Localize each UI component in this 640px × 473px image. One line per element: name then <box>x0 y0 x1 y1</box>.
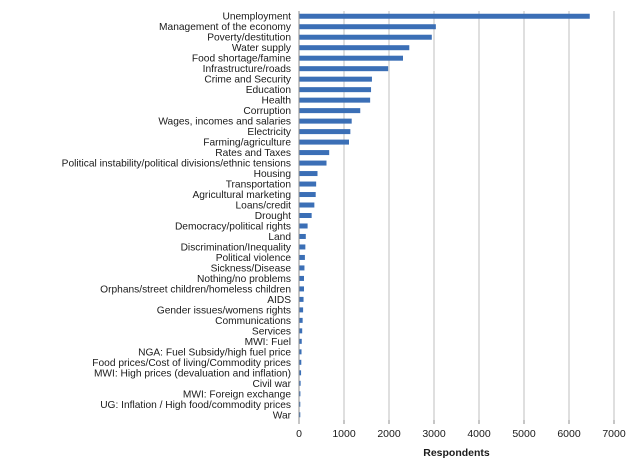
category-label-20: Democracy/political rights <box>175 221 291 232</box>
bar-26 <box>299 286 304 292</box>
bar-14 <box>299 160 327 166</box>
category-label-35: Civil war <box>253 379 292 390</box>
bar-19 <box>299 213 312 218</box>
bar-30 <box>299 328 303 334</box>
bar-0 <box>299 13 590 19</box>
category-label-6: Crime and Security <box>204 75 292 86</box>
category-label-10: Wages, incomes and salaries <box>158 117 291 128</box>
bar-34 <box>299 370 302 376</box>
bar-28 <box>299 307 304 313</box>
x-tick-label-5000: 5000 <box>512 428 536 440</box>
category-label-26: Orphans/street children/homeless childre… <box>100 284 291 295</box>
category-label-13: Rates and Taxes <box>215 148 291 159</box>
bar-7 <box>299 87 372 93</box>
bar-20 <box>299 223 308 229</box>
category-label-16: Transportation <box>226 180 291 191</box>
category-label-11: Electricity <box>247 127 291 138</box>
category-label-37: UG: Inflation / High food/commodity pric… <box>100 400 291 411</box>
category-label-0: Unemployment <box>222 12 291 23</box>
bar-6 <box>299 76 372 82</box>
category-label-12: Farming/agriculture <box>203 138 291 149</box>
category-label-32: NGA: Fuel Subsidy/high fuel price <box>138 347 291 358</box>
category-label-21: Land <box>268 232 291 243</box>
bar-35 <box>299 380 301 386</box>
category-label-15: Housing <box>254 169 292 180</box>
x-tick-label-0: 0 <box>296 428 302 440</box>
category-label-3: Water supply <box>232 43 292 54</box>
bar-22 <box>299 244 306 250</box>
x-tick-label-4000: 4000 <box>467 428 491 440</box>
x-tick-labels: 0 1000 2000 3000 4000 5000 6000 7000 <box>296 428 626 440</box>
bar-38 <box>299 412 301 418</box>
bar-18 <box>299 202 315 208</box>
bar-13 <box>299 150 330 156</box>
bar-3 <box>299 45 410 51</box>
bar-17 <box>299 192 316 198</box>
bar-37 <box>299 401 301 407</box>
category-label-4: Food shortage/famine <box>192 54 291 65</box>
bar-11 <box>299 129 351 135</box>
x-tick-label-3000: 3000 <box>422 428 446 440</box>
category-label-38: War <box>273 410 292 421</box>
category-label-28: Gender issues/womens rights <box>157 305 291 316</box>
bar-24 <box>299 265 305 271</box>
bar-5 <box>299 66 389 72</box>
bar-9 <box>299 108 361 114</box>
bar-29 <box>299 317 303 323</box>
bar-36 <box>299 391 301 397</box>
category-label-30: Services <box>252 326 291 337</box>
category-label-2: Poverty/destitution <box>207 33 291 44</box>
bar-16 <box>299 181 317 187</box>
bar-8 <box>299 97 371 103</box>
bar-23 <box>299 254 305 260</box>
bar-1 <box>299 24 436 30</box>
category-label-22: Discrimination/Inequality <box>181 242 292 253</box>
category-label-23: Political violence <box>216 253 292 264</box>
bar-32 <box>299 349 302 355</box>
category-label-18: Loans/credit <box>236 201 292 212</box>
x-tick-label-2000: 2000 <box>377 428 401 440</box>
category-label-24: Sickness/Disease <box>211 263 292 274</box>
category-label-8: Health <box>262 96 291 107</box>
bar-25 <box>299 275 304 281</box>
bar-21 <box>299 233 306 239</box>
bar-33 <box>299 359 302 365</box>
category-label-17: Agricultural marketing <box>192 190 291 201</box>
category-label-27: AIDS <box>267 295 291 306</box>
bar-27 <box>299 296 304 302</box>
category-label-29: Communications <box>215 316 291 327</box>
bar-31 <box>299 338 302 344</box>
gridlines <box>343 11 615 420</box>
bar-4 <box>299 55 403 61</box>
axes <box>298 11 615 424</box>
x-tick-label-1000: 1000 <box>332 428 356 440</box>
category-label-34: MWI: High prices (devaluation and inflat… <box>94 368 291 379</box>
bars <box>299 13 590 418</box>
category-label-5: Infrastructure/roads <box>203 64 291 75</box>
category-label-36: MWI: Foreign exchange <box>183 389 291 400</box>
x-tick-label-7000: 7000 <box>602 428 626 440</box>
bar-12 <box>299 139 349 145</box>
category-label-9: Corruption <box>243 106 291 117</box>
category-label-1: Management of the economy <box>159 22 292 33</box>
x-axis-title: Respondents <box>423 447 490 459</box>
category-label-19: Drought <box>255 211 291 222</box>
bar-15 <box>299 171 318 177</box>
bar-2 <box>299 34 432 40</box>
category-label-33: Food prices/Cost of living/Commodity pri… <box>92 358 291 369</box>
category-label-14: Political instability/political division… <box>62 159 291 170</box>
category-label-25: Nothing/no problems <box>197 274 291 285</box>
bar-10 <box>299 118 352 124</box>
category-label-7: Education <box>246 85 291 96</box>
category-label-31: MWI: Fuel <box>245 337 291 348</box>
x-tick-label-6000: 6000 <box>557 428 581 440</box>
